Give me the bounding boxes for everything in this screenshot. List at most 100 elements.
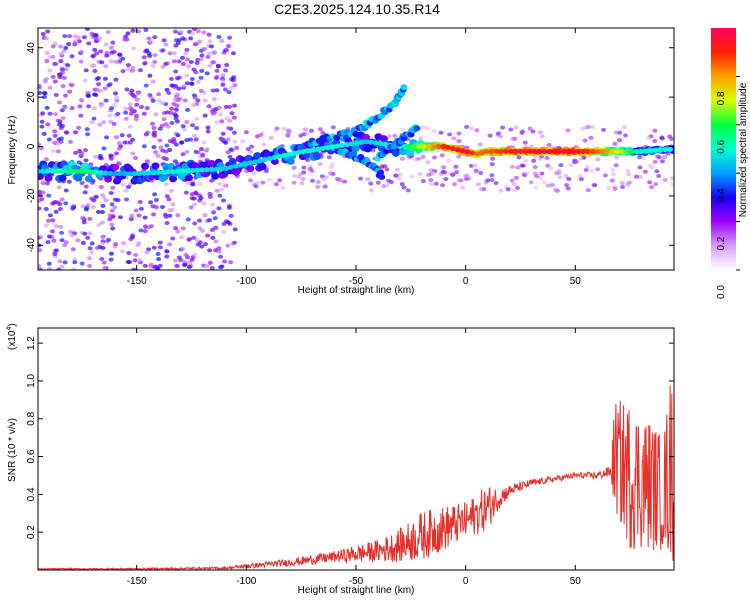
- spectrogram-cell: [56, 267, 62, 270]
- spectrogram-cell: [350, 150, 358, 157]
- spectrogram-cell: [195, 98, 201, 103]
- spectrogram-cell: [113, 95, 119, 100]
- spectrogram-cell: [52, 112, 58, 117]
- spectrogram-cell: [454, 170, 460, 175]
- spectrogram-cell: [556, 148, 563, 154]
- spectrogram-cell: [394, 167, 400, 172]
- spectrogram-cell: [69, 54, 75, 59]
- spectrogram-cell: [191, 67, 197, 72]
- spectrogram-cell: [130, 233, 136, 238]
- spectrogram-cell: [155, 267, 161, 270]
- spectrogram-cell: [180, 36, 186, 41]
- spectrogram-cell: [228, 158, 237, 166]
- spectrogram-cell: [228, 147, 234, 152]
- spectrogram-cell: [622, 133, 628, 138]
- spectrogram-cell: [258, 132, 264, 137]
- spectrogram-cell: [120, 69, 126, 74]
- colorbar-label: Normalized spectral amplitude: [738, 82, 749, 217]
- spectrogram-cell: [94, 245, 100, 250]
- spectrogram-cell: [614, 155, 620, 160]
- spectrogram-cell: [57, 122, 63, 127]
- spectrogram-cell: [258, 163, 267, 171]
- spectrogram-cell: [595, 167, 601, 172]
- spectrogram-cell: [60, 116, 66, 121]
- spectrogram-cell: [230, 51, 236, 56]
- spectrogram-cell: [513, 175, 519, 180]
- spectrogram-cell: [110, 226, 116, 231]
- spectrogram-cell: [527, 126, 533, 131]
- spectrogram-cell: [274, 126, 280, 131]
- spectrogram-cell: [539, 171, 545, 176]
- spectrogram-cell: [202, 113, 208, 118]
- spectrogram-cell: [198, 195, 204, 200]
- spectrogram-cell: [210, 111, 216, 116]
- spectrogram-cell: [413, 125, 421, 132]
- spectrogram-cell: [40, 179, 46, 184]
- spectrogram-cell: [73, 168, 80, 174]
- spectrogram-cell: [432, 155, 438, 160]
- spectrogram-cell: [183, 190, 189, 195]
- spectrogram-cell: [527, 148, 534, 154]
- spectrogram-cell: [168, 188, 174, 193]
- spectrogram-cell: [659, 159, 665, 164]
- spectrogram-cell: [533, 185, 539, 190]
- spectrogram-cell: [642, 148, 649, 154]
- spectrogram-cell: [300, 149, 307, 155]
- spectrogram-cell: [619, 181, 625, 186]
- spectrogram-cell: [173, 69, 179, 74]
- spectrogram-cell: [184, 168, 191, 174]
- spectrogram-cell: [194, 126, 200, 131]
- spectrogram-cell: [654, 169, 660, 174]
- spectrogram-cell: [79, 261, 85, 266]
- spectrogram-cell: [111, 163, 120, 171]
- spectrogram-cell: [90, 53, 96, 58]
- spectrogram-cell: [45, 218, 51, 223]
- spectrogram-cell: [446, 158, 452, 163]
- colorbar-gradient: [711, 28, 736, 270]
- spectrogram-cell: [397, 172, 403, 177]
- spectrogram-cell: [83, 68, 89, 73]
- spectrogram-cell: [618, 148, 625, 154]
- spectrogram-cell: [391, 149, 400, 157]
- spectrogram-cell: [109, 208, 115, 213]
- spectrogram-cell: [485, 178, 491, 183]
- spectrogram-cell: [121, 241, 127, 246]
- spectrogram-cell: [95, 87, 101, 92]
- spectrogram-cell: [213, 75, 219, 80]
- spectrogram-cell: [143, 83, 149, 88]
- spectrogram-cell: [53, 248, 59, 253]
- spectrogram-cell: [45, 122, 51, 127]
- spectrogram-cell: [326, 155, 332, 160]
- spectrogram-cell: [196, 218, 202, 223]
- spectrogram-cell: [72, 34, 78, 39]
- spectrogram-cell: [541, 148, 548, 154]
- spectrogram-cell: [438, 130, 444, 135]
- spectrogram-cell: [211, 50, 217, 55]
- spectrogram-cell: [132, 258, 138, 263]
- spectrogram-cell: [232, 103, 238, 108]
- spectrogram-cell: [161, 38, 167, 43]
- spectrogram-cell: [456, 139, 462, 144]
- spectrogram-cell: [117, 215, 123, 220]
- spectrogram-cell: [575, 148, 582, 154]
- spectrogram-cell: [131, 171, 138, 177]
- spectrogram-cell: [585, 148, 592, 154]
- spectrogram-cell: [56, 137, 62, 142]
- spectrogram-cell: [150, 170, 157, 176]
- spectrogram-cell: [192, 42, 198, 47]
- spectrogram-cell: [449, 146, 456, 152]
- spectrogram-cell: [59, 67, 65, 72]
- spectrogram-cell: [669, 176, 674, 181]
- spectrogram-cell: [135, 29, 141, 34]
- spectrogram-cell: [190, 31, 196, 36]
- x-tick-label: -100: [236, 576, 256, 587]
- spectrogram-cell: [153, 112, 159, 117]
- spectrogram-cell: [180, 61, 186, 66]
- spectrogram-cell: [103, 98, 109, 103]
- spectrogram-cell: [174, 38, 180, 43]
- spectrogram-cell: [203, 167, 210, 173]
- spectrogram-cell: [151, 145, 157, 150]
- spectrogram-cell: [217, 193, 223, 198]
- spectrogram-cell: [104, 175, 113, 183]
- spectrogram-cell: [580, 148, 587, 154]
